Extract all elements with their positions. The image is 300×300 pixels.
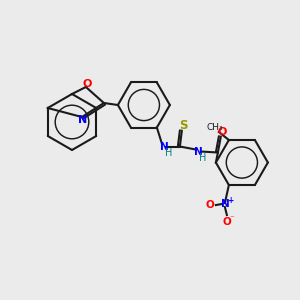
Text: N: N xyxy=(160,142,168,152)
Text: H: H xyxy=(199,152,207,163)
Text: O: O xyxy=(82,79,92,89)
Text: O: O xyxy=(217,127,226,136)
Text: CH₃: CH₃ xyxy=(207,124,223,133)
Text: O: O xyxy=(206,200,214,210)
Text: O: O xyxy=(223,217,231,227)
Text: +: + xyxy=(227,196,233,205)
Text: N: N xyxy=(194,146,202,157)
Text: S: S xyxy=(178,119,187,132)
Text: ⁻: ⁻ xyxy=(230,214,234,224)
Text: N: N xyxy=(78,115,88,125)
Text: H: H xyxy=(165,148,172,158)
Text: N: N xyxy=(220,199,229,209)
